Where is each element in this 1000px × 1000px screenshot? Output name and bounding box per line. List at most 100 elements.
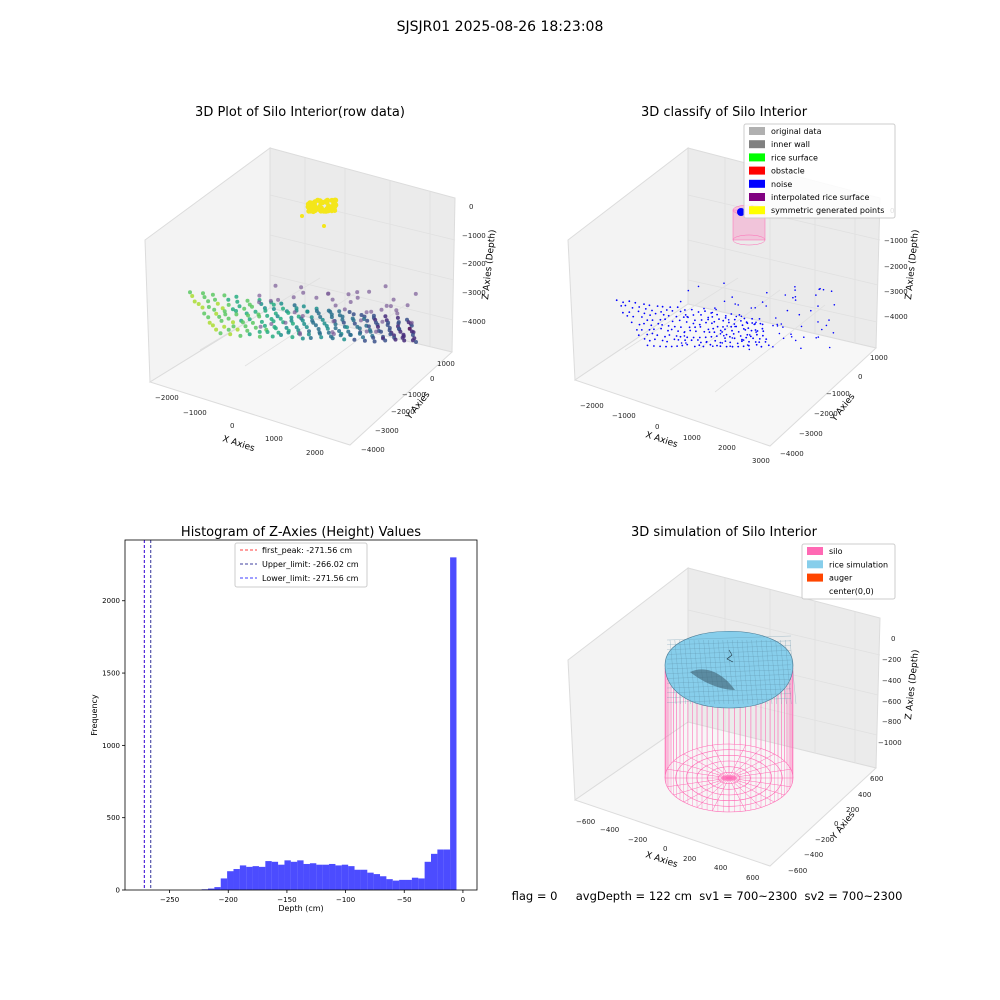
raw-point xyxy=(299,285,304,290)
simulation-legend-box xyxy=(801,543,896,600)
sim-ytick: 0 xyxy=(834,820,838,828)
simulation-legend-label: center(0,0) xyxy=(829,587,874,596)
raw-point xyxy=(257,329,262,334)
histogram-bar xyxy=(297,860,304,890)
noise-point xyxy=(677,330,679,332)
noise-point xyxy=(772,346,774,348)
noise-point xyxy=(654,338,656,341)
noise-point xyxy=(790,336,793,338)
noise-point xyxy=(622,301,624,304)
noise-point xyxy=(698,323,701,326)
noise-point xyxy=(731,345,734,348)
histogram-bar xyxy=(367,872,374,890)
noise-point xyxy=(718,318,720,320)
raw-point xyxy=(355,290,360,295)
noise-point xyxy=(664,318,666,321)
raw-point xyxy=(357,331,362,336)
silo-floor-spoke xyxy=(728,777,746,811)
noise-point xyxy=(703,307,705,310)
raw-point xyxy=(235,299,240,304)
raw-point xyxy=(213,297,217,302)
noise-point xyxy=(761,323,764,326)
sim-xtick: 0 xyxy=(663,845,667,853)
noise-point xyxy=(675,335,678,337)
noise-point xyxy=(724,337,726,339)
raw-xtick: 2000 xyxy=(306,449,324,457)
histogram-x-tick-label: −100 xyxy=(336,896,355,904)
silo-floor-spoke xyxy=(667,777,730,788)
noise-point xyxy=(728,321,730,324)
raw-point xyxy=(362,338,367,343)
classify-ytick: −3000 xyxy=(799,430,823,438)
rice-mesh-line xyxy=(666,645,792,650)
classify-ztick: −2000 xyxy=(884,263,908,271)
raw-point xyxy=(238,333,243,338)
rice-mesh-line xyxy=(666,640,792,645)
rice-mesh-line xyxy=(727,639,734,705)
noise-point xyxy=(730,313,733,315)
raw-point xyxy=(407,326,412,331)
noise-point xyxy=(661,305,664,308)
raw-point xyxy=(276,297,281,302)
raw-point xyxy=(393,337,398,342)
raw-point xyxy=(250,304,254,309)
noise-point xyxy=(825,324,828,327)
histogram-bar xyxy=(233,869,240,890)
raw-xtick: −1000 xyxy=(183,409,207,417)
raw-ztick: 0 xyxy=(469,203,473,211)
sim-ytick: 200 xyxy=(846,806,859,814)
noise-point xyxy=(741,340,743,343)
noise-point xyxy=(832,332,835,334)
raw-point xyxy=(250,320,255,325)
noise-point xyxy=(741,324,744,327)
histogram-bar xyxy=(411,877,419,890)
raw-point xyxy=(292,303,297,308)
noise-point xyxy=(680,342,683,344)
noise-point xyxy=(731,296,733,298)
raw-point xyxy=(231,320,235,325)
silo-floor-spoke xyxy=(728,777,785,796)
silo-floor-spoke xyxy=(728,768,791,779)
noise-point xyxy=(790,333,792,336)
noise-point xyxy=(734,303,736,305)
sim-ytick: 400 xyxy=(858,791,871,799)
noise-point xyxy=(798,313,801,316)
histogram-legend-label: Lower_limit: -271.56 cm xyxy=(262,574,359,583)
histogram-x-tick-label: −150 xyxy=(277,896,296,904)
simulation-legend-label: rice simulation xyxy=(829,560,888,569)
simulation-legend: silo rice simulation auger center(0,0) xyxy=(801,543,896,600)
noise-point xyxy=(737,304,739,306)
noise-point xyxy=(815,294,817,296)
noise-point xyxy=(671,320,674,323)
noise-point xyxy=(743,317,746,320)
silo-floor-spoke xyxy=(696,748,730,779)
classify-xtick: 2000 xyxy=(718,444,736,452)
raw-point xyxy=(316,327,321,331)
noise-point xyxy=(689,329,692,332)
raw-point xyxy=(247,317,252,322)
noise-point xyxy=(683,335,686,337)
raw-point xyxy=(245,298,250,303)
noise-point xyxy=(628,311,631,313)
rice-mesh-line xyxy=(684,639,691,705)
raw-point xyxy=(374,329,379,334)
histogram-bar xyxy=(265,861,272,890)
classify-legend-box xyxy=(743,123,896,219)
noise-point xyxy=(828,346,831,349)
noise-point xyxy=(722,319,725,322)
rice-mesh-line xyxy=(666,635,792,641)
raw-point xyxy=(405,303,410,308)
histogram-bar xyxy=(290,861,298,890)
noise-point xyxy=(643,338,646,340)
classify-legend-swatch xyxy=(749,153,765,162)
noise-point xyxy=(654,312,657,315)
raw-point xyxy=(286,330,291,335)
rice-mesh-line xyxy=(770,639,777,705)
classify-ytick: −1000 xyxy=(826,390,850,398)
noise-point xyxy=(679,310,682,313)
raw-point xyxy=(306,332,311,337)
rice-mesh-line xyxy=(789,639,797,705)
histogram-x-ticks: −250 −200 −150 −100 −50 0 xyxy=(160,890,465,904)
raw-gridlines xyxy=(199,158,456,391)
noise-point xyxy=(707,318,709,321)
